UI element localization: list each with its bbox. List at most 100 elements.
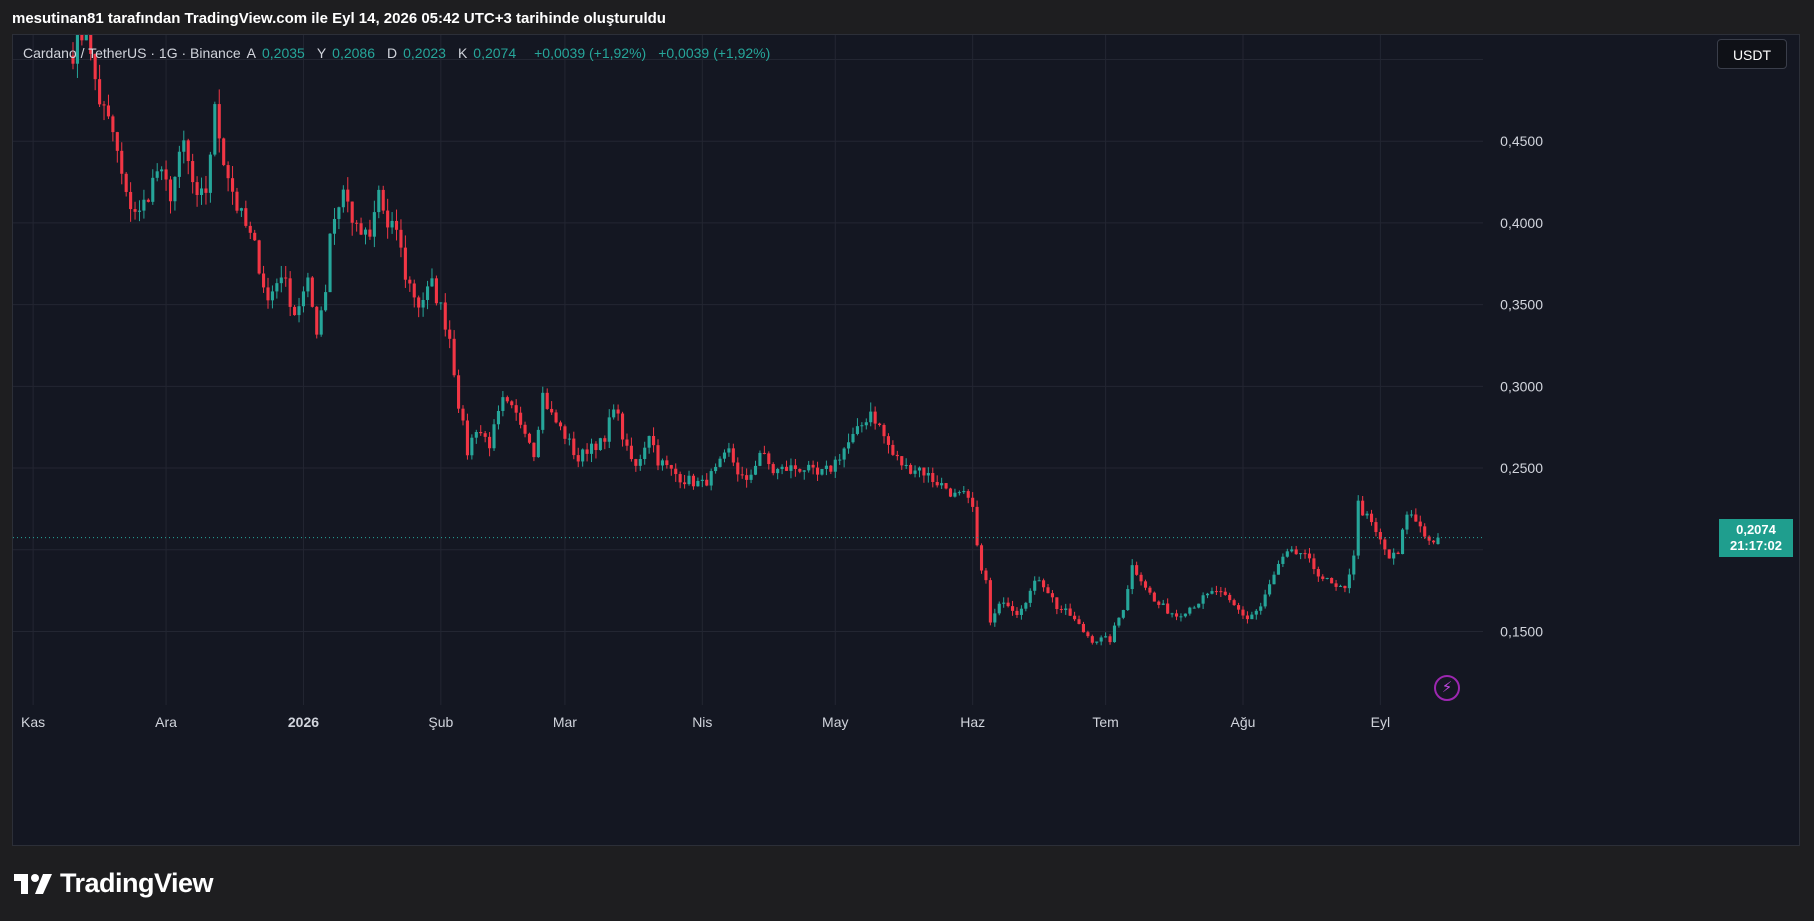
- candlestick-chart[interactable]: 0,1500 0,2500 0,3000 0,3500 0,4000 0,4500 Kas A…: [13, 35, 1799, 845]
- candle-up: [1126, 589, 1130, 611]
- candle-down: [665, 460, 669, 466]
- candle-down: [124, 173, 128, 192]
- candle-down: [944, 483, 948, 489]
- candle-down: [585, 449, 589, 454]
- lightning-icon[interactable]: ⚡: [1434, 675, 1460, 701]
- candle-up: [776, 469, 780, 474]
- candle-down: [235, 191, 239, 211]
- x-tick-label: Haz: [960, 714, 985, 730]
- candle-down: [288, 278, 292, 307]
- candle-down: [988, 580, 992, 623]
- legend-high: 0,2086: [332, 45, 375, 61]
- candle-up: [84, 35, 88, 41]
- candle-down: [1006, 602, 1010, 607]
- candle-down: [1152, 592, 1156, 602]
- candle-down: [674, 468, 678, 475]
- candle-down: [1228, 594, 1232, 601]
- x-tick-label: Mar: [553, 714, 577, 730]
- x-tick-label: 2026: [288, 714, 319, 730]
- candle-up: [855, 426, 859, 434]
- candle-up: [324, 292, 328, 311]
- candle-down: [1334, 583, 1338, 587]
- candle-down: [948, 488, 953, 497]
- legend-high-label: Y: [316, 45, 327, 61]
- candle-up: [917, 467, 922, 471]
- candle-down: [359, 223, 363, 235]
- candle-up: [279, 277, 283, 284]
- candle-up: [377, 189, 381, 213]
- candle-down: [882, 425, 886, 437]
- chart-panel[interactable]: 0,1500 0,2500 0,3000 0,3500 0,4000 0,4500 Kas A…: [12, 34, 1800, 846]
- candle-up: [789, 465, 793, 471]
- candle-down: [745, 475, 749, 480]
- candle-down: [736, 462, 740, 475]
- tradingview-brand: TradingView: [14, 868, 214, 899]
- candle-up: [820, 468, 824, 475]
- candle-down: [244, 208, 248, 226]
- candle-down: [634, 459, 638, 466]
- candle-down: [1090, 636, 1094, 643]
- candle-up: [297, 306, 301, 316]
- candle-up: [567, 438, 571, 440]
- legend-symbol[interactable]: Cardano / TetherUS · 1G · Binance: [23, 45, 241, 61]
- candle-down: [1143, 581, 1148, 588]
- candle-up: [957, 492, 961, 494]
- candle-up: [1352, 555, 1356, 575]
- candle-down: [403, 247, 407, 280]
- currency-button[interactable]: USDT: [1717, 39, 1787, 69]
- candle-up: [607, 417, 611, 442]
- candle-down: [510, 401, 514, 406]
- candle-down: [120, 150, 124, 174]
- candle-up: [598, 438, 602, 450]
- candle-down: [386, 210, 390, 228]
- x-tick-label: Eyl: [1371, 714, 1390, 730]
- candle-up: [851, 433, 855, 443]
- candle-down: [793, 465, 797, 469]
- candle-up: [337, 207, 341, 219]
- candle-up: [137, 210, 142, 212]
- candle-up: [1099, 637, 1103, 642]
- candle-up: [612, 409, 616, 418]
- candle-down: [1223, 591, 1227, 595]
- candle-down: [873, 411, 877, 424]
- candle-down: [550, 408, 554, 413]
- candle-down: [527, 433, 532, 443]
- candle-down: [558, 422, 563, 427]
- candle-up: [638, 459, 642, 466]
- candle-up: [1268, 584, 1272, 595]
- candle-up: [319, 310, 323, 335]
- candle-down: [191, 161, 195, 183]
- candle-down: [829, 465, 833, 472]
- candle-up: [75, 35, 79, 64]
- candle-up: [1409, 514, 1413, 516]
- candle-up: [1197, 603, 1201, 608]
- candle-up: [758, 452, 762, 466]
- candle-up: [372, 212, 376, 237]
- candle-up: [142, 199, 146, 211]
- y-tick-label: 0,4000: [1500, 215, 1543, 231]
- candle-down: [1378, 532, 1382, 540]
- candle-down: [448, 329, 452, 339]
- candle-down: [1055, 597, 1059, 610]
- candle-down: [935, 481, 939, 486]
- legend-open: 0,2035: [261, 45, 305, 61]
- candle-down: [798, 468, 802, 472]
- candle-up: [1436, 537, 1440, 545]
- candle-down: [1214, 591, 1218, 593]
- candle-down: [168, 179, 173, 202]
- candle-down: [603, 438, 607, 442]
- candle-down: [483, 433, 487, 437]
- candle-down: [1383, 539, 1387, 550]
- candle-up: [1276, 563, 1281, 575]
- candle-down: [284, 277, 288, 279]
- candle-down: [310, 277, 314, 307]
- candle-down: [1015, 610, 1019, 615]
- candle-down: [1157, 601, 1161, 605]
- candle-down: [412, 283, 416, 298]
- candle-up: [1095, 641, 1099, 643]
- candle-down: [975, 506, 979, 546]
- candle-down: [1432, 540, 1436, 543]
- candle-up: [1121, 610, 1125, 618]
- candle-down: [1387, 549, 1391, 559]
- candle-down: [616, 409, 620, 414]
